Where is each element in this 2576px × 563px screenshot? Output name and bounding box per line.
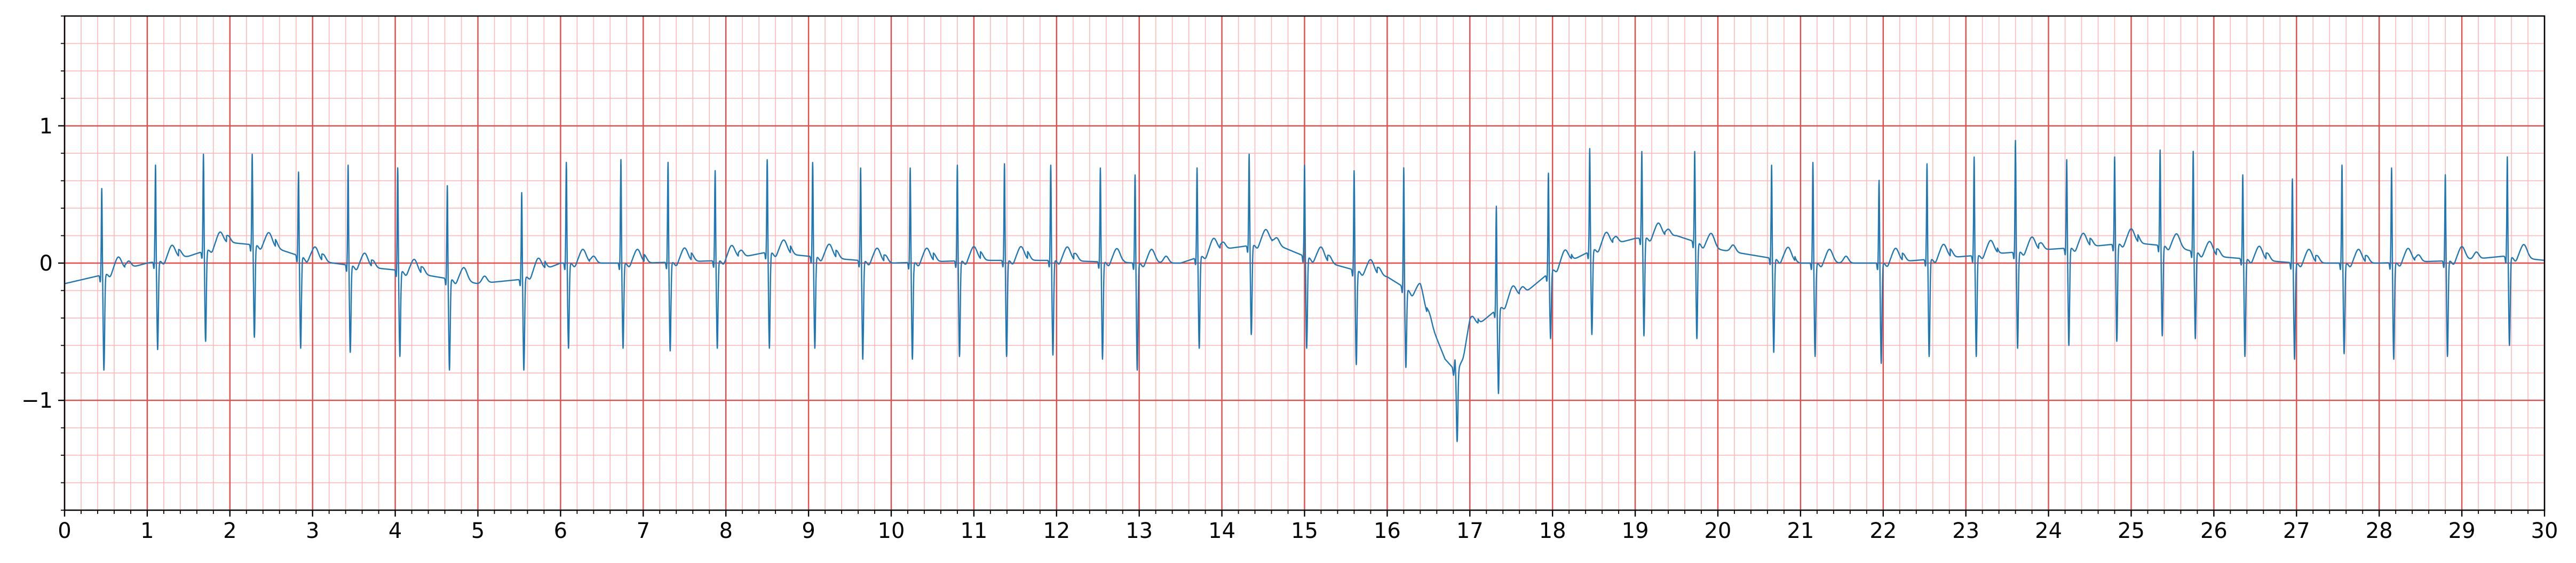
x-tick-label: 10 [878,519,905,543]
x-axis-ticks [64,510,2546,517]
y-axis-ticks [58,15,65,511]
x-tick-label: 13 [1125,519,1153,543]
x-axis-labels: 0 1 2 3 4 5 6 7 8 9 10 11 12 13 14 15 16 17 18 19 20 21 22 23 24… [58,519,2558,543]
y-tick-label: 1 [39,114,53,139]
x-tick-label: 28 [2366,519,2393,543]
x-tick-label: 18 [1539,519,1566,543]
x-tick-label: 0 [58,519,71,543]
x-tick-label: 26 [2200,519,2228,543]
x-tick-label: 23 [1952,519,1979,543]
series-layer [64,140,2545,442]
x-tick-label: 9 [802,519,815,543]
x-tick-label: 1 [140,519,154,543]
x-tick-label: 17 [1456,519,1484,543]
x-tick-label: 12 [1043,519,1070,543]
x-tick-label: 25 [2118,519,2145,543]
x-tick-label: 5 [471,519,485,543]
x-tick-label: 3 [306,519,319,543]
x-tick-label: 8 [719,519,732,543]
x-tick-label: 6 [554,519,567,543]
x-tick-label: 29 [2448,519,2476,543]
y-tick-label: −1 [21,388,53,413]
x-tick-label: 24 [2035,519,2062,543]
x-tick-label: 30 [2531,519,2558,543]
x-tick-label: 14 [1208,519,1235,543]
x-tick-label: 20 [1705,519,1732,543]
x-tick-label: 7 [637,519,650,543]
x-tick-label: 11 [960,519,987,543]
x-tick-label: 21 [1787,519,1814,543]
x-tick-label: 4 [389,519,402,543]
x-tick-label: 2 [223,519,236,543]
x-tick-label: 16 [1374,519,1401,543]
major-grid [64,16,2546,510]
x-tick-label: 15 [1291,519,1318,543]
ecg-signal-line [64,140,2545,442]
x-tick-label: 19 [1622,519,1649,543]
x-tick-label: 22 [1869,519,1897,543]
y-axis-labels: −1 0 1 [21,114,53,413]
y-tick-label: 0 [39,251,53,276]
x-tick-label: 27 [2283,519,2310,543]
